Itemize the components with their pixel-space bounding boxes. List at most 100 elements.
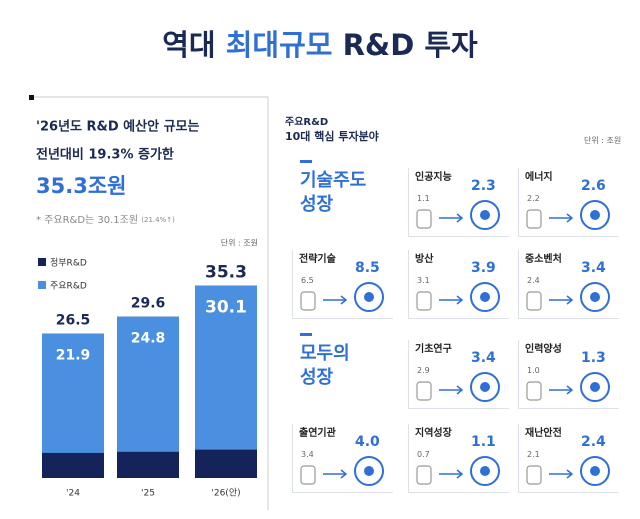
field-icon [526,200,610,230]
field-label: 재난안전 [525,428,562,439]
arrow-head [566,295,574,305]
x-tick-label: '25 [141,489,155,499]
legend-label: 정부R&D [50,258,87,269]
field-before: 3.4 [301,450,314,459]
field-label: 인력양성 [525,344,562,355]
headline: 35.3조원 [36,174,126,198]
field-after: 4.0 [355,434,380,450]
big-icon-core [590,210,600,220]
field-label: 방산 [415,254,434,265]
field-before: 2.2 [527,194,540,203]
bar [195,285,257,450]
big-icon-core [590,292,600,302]
field-label: 에너지 [525,172,553,183]
field-before: 2.9 [417,366,430,375]
group-dash [300,160,312,163]
field-icon [300,456,384,486]
arrow-head [566,469,574,479]
arrow-head [340,295,348,305]
field-icon [416,282,500,312]
small-icon [526,381,542,401]
big-icon-core [480,292,490,302]
x-tick-label: '26(안) [211,488,240,499]
group-line: 모두의 [300,343,350,364]
field-before: 1.0 [527,366,540,375]
note-sub: (21.4%↑) [141,216,175,224]
field-before: 6.5 [301,276,314,285]
bar [117,316,179,452]
field-item: 중소벤처 2.4 3.4 [518,250,619,319]
field-label: 지역성장 [415,428,452,439]
field-label: 중소벤처 [525,254,562,265]
page-title: 역대 최대규모 R&D 투자 [0,22,640,64]
field-icon [416,456,500,486]
field-label: 출연기관 [299,428,336,439]
group-line: 기술주도 [300,170,367,191]
field-label: 기초연구 [415,344,452,355]
field-after: 3.4 [471,350,496,366]
small-icon [416,381,432,401]
field-icon [526,456,610,486]
summary-line: '26년도 R&D 예산안 규모는 [36,119,200,135]
big-icon-core [364,292,374,302]
small-icon [416,291,432,311]
field-after: 2.6 [581,178,606,194]
big-icon-core [480,466,490,476]
fields-title: 10대 핵심 투자분야 [285,130,379,143]
field-before: 2.1 [527,450,540,459]
field-item: 인공지능 1.1 2.3 [408,168,509,237]
small-icon [416,209,432,229]
field-icon [416,200,500,230]
value-label: 21.9 [56,348,91,364]
title-part: 최대규모 [225,28,333,62]
field-icon [300,282,384,312]
field-before: 3.1 [417,276,430,285]
big-icon-core [480,382,490,392]
field-after: 8.5 [355,260,380,276]
field-after: 2.4 [581,434,606,450]
field-after: 1.3 [581,350,606,366]
fields-unit: 단위 : 조원 [584,136,622,145]
fields-kicker: 주요R&D [285,117,329,128]
summary-line: 전년대비 19.3% 증가한 [36,147,174,163]
big-icon-core [590,466,600,476]
field-icon [526,282,610,312]
field-item: 지역성장 0.7 1.1 [408,424,509,493]
field-item: 기초연구 2.9 3.4 [408,340,509,409]
small-icon [300,465,316,485]
group-line: 성장 [300,367,334,388]
field-label: 인공지능 [415,172,452,183]
field-label: 전략기술 [299,254,336,265]
legend-swatch [38,281,46,289]
small-icon [300,291,316,311]
big-icon-core [480,210,490,220]
field-item: 출연기관 3.4 4.0 [292,424,393,493]
arrow-head [456,213,464,223]
legend-swatch [38,258,46,266]
arrow-head [456,385,464,395]
arrow-head [456,295,464,305]
note: * 주요R&D는 30.1조원 (21.4%↑) [36,214,175,226]
big-icon-core [364,466,374,476]
field-after: 3.4 [581,260,606,276]
value-label: 24.8 [131,331,166,347]
value-label: 30.1 [205,298,247,318]
field-icon [526,372,610,402]
value-label: 35.3 [205,263,247,283]
corner-dot [29,95,34,100]
arrow-head [566,385,574,395]
field-before: 2.4 [527,276,540,285]
small-icon [416,465,432,485]
value-label: 29.6 [131,296,166,312]
unit: 단위 : 조원 [221,238,258,248]
title-part: 역대 [162,28,216,62]
field-before: 0.7 [417,450,430,459]
chart-panel: '26년도 R&D 예산안 규모는 전년대비 19.3% 증가한 35.3조원 … [29,95,269,510]
title-part: R&D 투자 [342,28,478,62]
field-item: 방산 3.1 3.9 [408,250,509,319]
field-after: 2.3 [471,178,496,194]
field-item: 재난안전 2.1 2.4 [518,424,619,493]
small-icon [526,465,542,485]
